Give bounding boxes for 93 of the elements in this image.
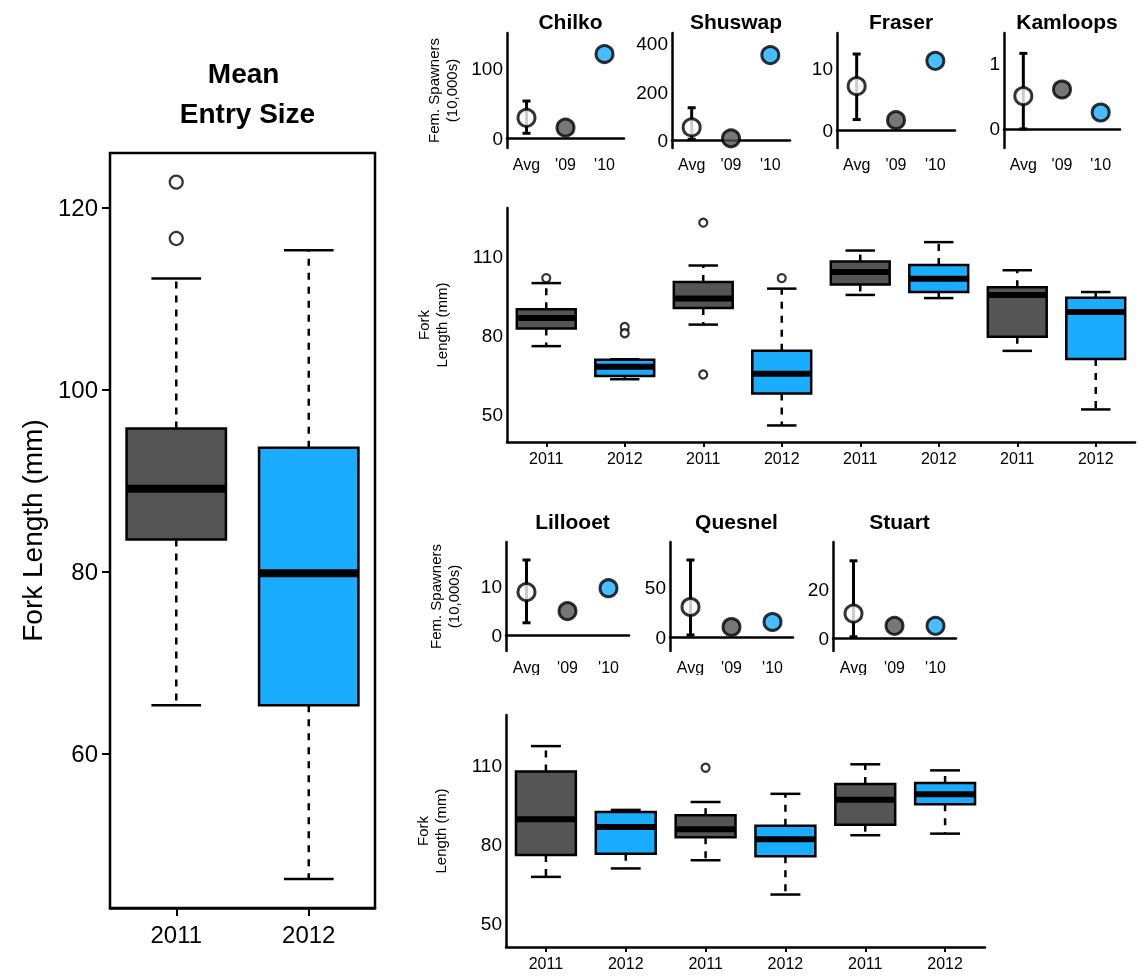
- point: [925, 50, 946, 71]
- x-tick-label: 2012: [1077, 449, 1114, 467]
- point: [555, 117, 576, 138]
- y-axis-title: Fork Length (mm): [413, 788, 449, 874]
- chart-title: Fraser: [868, 9, 934, 33]
- x-tick-label: Avg: [676, 658, 705, 676]
- x-tick-label: '09: [720, 155, 742, 173]
- x-tick-label: 2011: [150, 920, 203, 948]
- x-tick-label: 2011: [686, 449, 721, 467]
- point: [594, 44, 615, 65]
- point: [557, 601, 578, 622]
- chart-title: Lillooet: [535, 509, 610, 533]
- chart-title: Kamloops: [1016, 9, 1118, 33]
- x-tick-label: '09: [555, 155, 577, 173]
- y-tick-label: 50: [481, 403, 503, 425]
- point: [886, 110, 906, 131]
- y-axis-title: Fork Length (mm): [414, 282, 450, 368]
- y-tick-label: 0: [655, 626, 666, 648]
- x-tick-label: '10: [925, 658, 947, 676]
- y-tick-label: 50: [644, 576, 666, 598]
- x-tick-label: '10: [759, 155, 781, 173]
- x-tick-label: Avg: [512, 155, 541, 173]
- y-tick-label: 20: [807, 578, 829, 600]
- x-tick-label: Avg: [678, 155, 706, 173]
- x-tick-label: 2011: [688, 954, 723, 972]
- y-tick-label: 0: [492, 127, 503, 149]
- chart-title: Stuart: [869, 509, 930, 533]
- point: [680, 597, 701, 617]
- y-tick-label: 1: [989, 52, 1000, 74]
- x-tick-label: Avg: [839, 658, 868, 676]
- x-tick-label: '09: [557, 658, 579, 676]
- x-tick-label: 2011: [529, 449, 564, 467]
- chart-title: Quesnel: [695, 509, 778, 533]
- x-tick-label: '10: [598, 658, 620, 676]
- x-tick-label: 2011: [528, 954, 564, 972]
- point: [516, 107, 537, 128]
- point: [762, 612, 783, 632]
- y-tick-label: 10: [811, 57, 833, 79]
- point: [1013, 86, 1034, 107]
- point: [846, 76, 867, 97]
- x-tick-label: '09: [1051, 155, 1073, 173]
- x-tick-label: '10: [594, 155, 616, 173]
- y-tick-label: 120: [57, 194, 98, 222]
- y-tick-label: 110: [472, 246, 503, 268]
- y-tick-label: 200: [636, 81, 668, 103]
- y-tick-label: 0: [822, 119, 833, 141]
- point: [760, 45, 781, 66]
- y-tick-label: 0: [657, 130, 668, 152]
- y-tick-label: 0: [491, 624, 502, 646]
- y-axis-title: Fem. Spawners (10,000s): [424, 37, 460, 144]
- chart-title: Mean Entry Size: [179, 57, 316, 129]
- point: [516, 582, 537, 603]
- x-tick-label: '09: [884, 658, 906, 676]
- chart-title: Shuswap: [689, 9, 783, 33]
- x-tick-label: 2011: [1000, 449, 1035, 467]
- x-tick-label: Avg: [843, 155, 871, 173]
- point: [1052, 79, 1072, 100]
- point: [598, 578, 619, 599]
- y-tick-label: 110: [471, 754, 502, 776]
- y-tick-label: 10: [480, 576, 502, 598]
- y-tick-label: 400: [636, 33, 668, 55]
- point: [721, 128, 741, 149]
- x-tick-label: 2012: [920, 449, 957, 467]
- y-tick-label: 100: [57, 376, 98, 404]
- point: [1090, 102, 1111, 123]
- x-tick-label: Avg: [1009, 155, 1037, 173]
- y-tick-label: 0: [989, 118, 1000, 140]
- x-tick-label: 2012: [927, 954, 963, 972]
- x-tick-label: 2011: [848, 954, 883, 972]
- y-tick-label: 60: [71, 739, 98, 767]
- y-tick-label: 0: [818, 627, 829, 649]
- y-tick-label: 80: [480, 833, 502, 855]
- point: [721, 617, 742, 637]
- x-tick-label: '10: [762, 658, 784, 676]
- y-tick-label: 80: [71, 557, 98, 585]
- x-tick-label: '10: [1090, 155, 1112, 173]
- point: [681, 117, 702, 138]
- x-tick-label: 2012: [606, 449, 643, 467]
- chart-title: Chilko: [538, 9, 603, 33]
- x-tick-label: 2012: [607, 954, 644, 972]
- y-axis-title: Fem. Spawners (10,000s): [426, 543, 462, 650]
- y-tick-label: 100: [471, 57, 503, 79]
- x-tick-label: 2012: [282, 920, 336, 948]
- x-tick-label: '10: [924, 155, 946, 173]
- x-tick-label: Avg: [512, 658, 541, 676]
- x-tick-label: 2012: [767, 954, 804, 972]
- y-axis-title: Fork Length (mm): [16, 419, 48, 642]
- y-tick-label: 80: [481, 325, 503, 347]
- y-tick-label: 50: [480, 912, 502, 934]
- x-tick-label: 2012: [763, 449, 800, 467]
- x-tick-label: '09: [721, 658, 743, 676]
- x-tick-label: 2011: [843, 449, 878, 467]
- x-tick-label: '09: [885, 155, 907, 173]
